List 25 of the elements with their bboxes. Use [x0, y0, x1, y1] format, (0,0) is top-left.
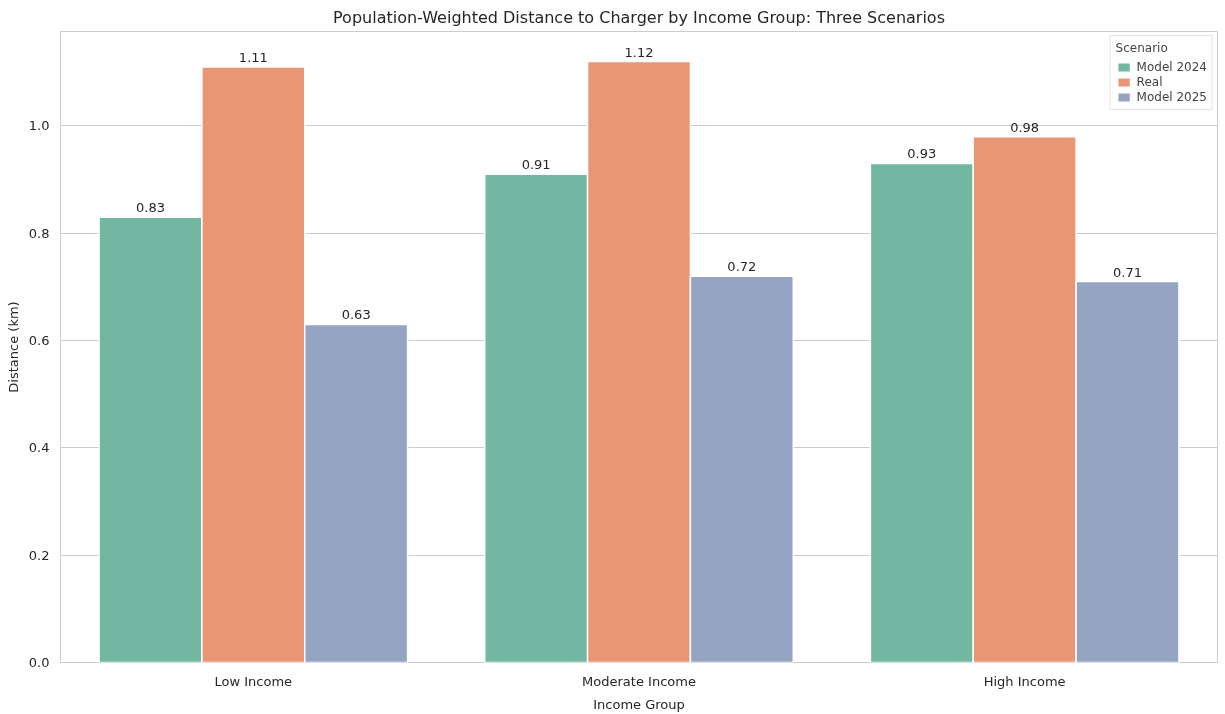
data-label: 0.91 [521, 157, 551, 173]
y-tick-label: 1.0 [28, 118, 50, 134]
legend-label: Model 2025 [1136, 90, 1207, 104]
data-label: 0.83 [136, 200, 165, 216]
x-axis-title: Income Group [593, 696, 685, 712]
data-label: 0.93 [907, 146, 937, 162]
chart-title: Population-Weighted Distance to Charger by Income Group: Three Scenarios [333, 7, 945, 27]
x-tick-label: High Income [983, 673, 1066, 689]
legend-title: Scenario [1115, 41, 1169, 55]
y-tick-label: 0.4 [28, 440, 50, 456]
data-label: 0.98 [1010, 119, 1040, 135]
data-label: 0.63 [341, 307, 371, 323]
data-label: 0.72 [727, 259, 757, 275]
x-tick-label: Moderate Income [582, 673, 696, 689]
data-label: 0.71 [1113, 264, 1142, 280]
legend-label: Model 2024 [1136, 60, 1207, 74]
data-label: 1.11 [238, 49, 268, 65]
y-tick-label: 0.2 [28, 547, 50, 563]
y-tick-label: 0.0 [28, 655, 50, 670]
data-label: 1.12 [624, 44, 654, 60]
y-axis-title: Distance (km) [5, 301, 21, 393]
y-tick-label: 0.6 [28, 333, 50, 349]
y-tick-label: 0.8 [28, 225, 50, 241]
legend-label: Real [1136, 75, 1163, 89]
x-tick-label: Low Income [214, 673, 293, 689]
